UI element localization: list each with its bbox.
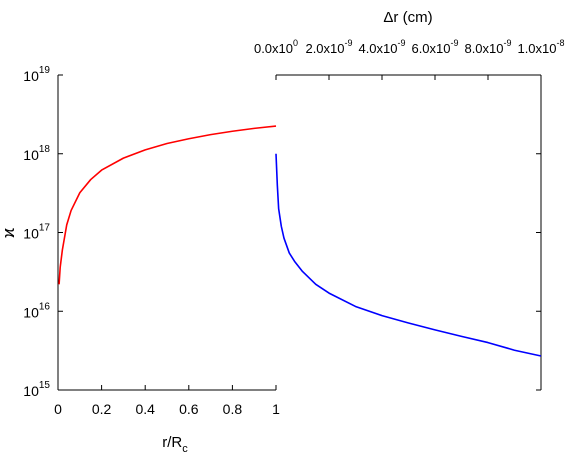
y-tick-label-exponent: 16: [39, 301, 51, 312]
red-series-line: [58, 125, 277, 285]
blue-series-line: [275, 153, 542, 357]
y-axis-label: ϰ: [0, 228, 18, 238]
top-x-tick-label: 4.0x10-9: [358, 38, 405, 56]
y-tick-label: 1018: [23, 144, 50, 163]
top-x-tick-label-mantissa: 6.0x10: [411, 41, 450, 56]
x-axis-label-subscript: c: [182, 443, 188, 455]
top-x-tick-label: 8.0x10-9: [464, 38, 511, 56]
top-x-tick-label-mantissa: 1.0x10: [517, 41, 556, 56]
y-tick-label-base: 10: [23, 68, 39, 84]
top-x-tick-label-exponent: 0: [293, 38, 298, 48]
top-x-tick-label-mantissa: 0.0x10: [254, 41, 293, 56]
bottom-x-tick-label: 0.4: [135, 401, 155, 417]
top-x-tick-label-mantissa: 8.0x10: [464, 41, 503, 56]
y-tick-label-base: 10: [23, 383, 39, 399]
y-tick-label-exponent: 19: [39, 65, 51, 76]
top-x-tick-label: 6.0x10-9: [411, 38, 458, 56]
top-x-tick-label-exponent: -9: [504, 38, 512, 48]
axes-layer: [57, 74, 542, 391]
y-tick-label-base: 10: [23, 226, 39, 242]
ticks-layer: [57, 74, 542, 391]
y-tick-label: 1019: [23, 65, 50, 84]
bottom-x-tick-label: 0.8: [223, 401, 243, 417]
y-tick-label-exponent: 18: [39, 144, 51, 155]
top-x-tick-label-exponent: -8: [557, 38, 565, 48]
x-axis-label-top: Δr (cm): [383, 9, 432, 26]
bottom-x-tick-label: 0.2: [92, 401, 112, 417]
bottom-x-tick-label: 0: [54, 401, 62, 417]
top-x-tick-label: 2.0x10-9: [305, 38, 352, 56]
y-tick-label: 1015: [23, 380, 50, 399]
y-tick-label-exponent: 15: [39, 380, 51, 391]
y-tick-label-base: 10: [23, 147, 39, 163]
bottom-x-tick-label: 0.6: [179, 401, 199, 417]
top-x-tick-label-exponent: -9: [451, 38, 459, 48]
top-x-tick-label: 0.0x100: [254, 38, 298, 56]
series-lines: [58, 125, 542, 357]
y-tick-label-exponent: 17: [39, 223, 51, 234]
top-x-tick-label-mantissa: 2.0x10: [305, 41, 344, 56]
y-tick-label-base: 10: [23, 304, 39, 320]
top-x-tick-label: 1.0x10-8: [517, 38, 564, 56]
top-x-tick-label-exponent: -9: [398, 38, 406, 48]
top-x-tick-label-mantissa: 4.0x10: [358, 41, 397, 56]
y-tick-label: 1016: [23, 301, 50, 320]
top-x-tick-label-exponent: -9: [345, 38, 353, 48]
bottom-x-tick-label: 1: [272, 401, 280, 417]
x-axis-label-bottom: r/Rc: [162, 434, 188, 455]
y-tick-label: 1017: [23, 223, 50, 242]
